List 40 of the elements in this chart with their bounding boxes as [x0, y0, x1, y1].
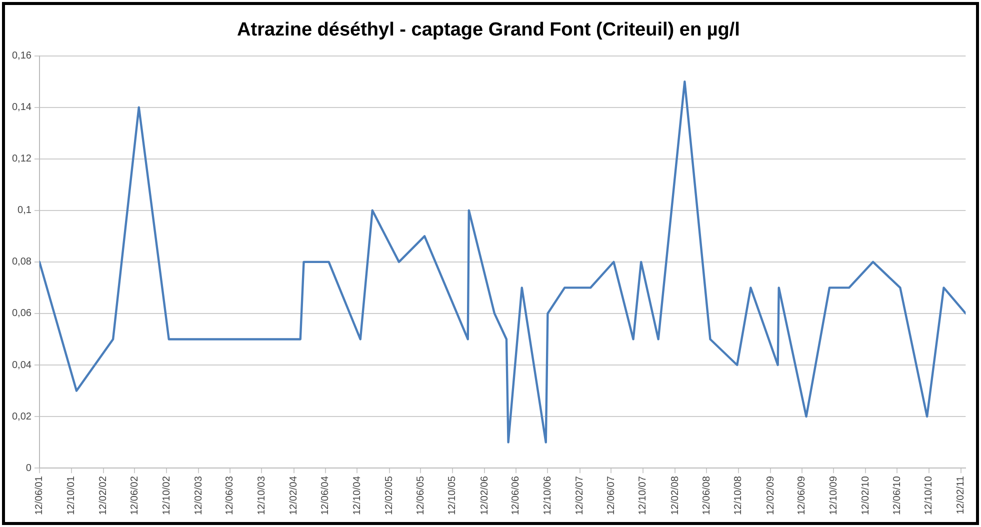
x-tick-label: 12/02/11	[956, 476, 967, 514]
x-tick-label: 12/06/06	[510, 476, 522, 516]
x-tick-label: 12/06/10	[892, 476, 903, 516]
x-tick-label: 12/02/09	[765, 476, 776, 516]
x-tick-label: 12/06/01	[34, 476, 46, 516]
y-tick-label: 0	[26, 462, 32, 474]
x-tick-label: 12/10/05	[447, 476, 458, 516]
x-tick-label: 12/02/03	[193, 476, 204, 516]
x-tick-label: 12/06/09	[796, 476, 808, 516]
x-tick-label: 12/10/07	[638, 476, 649, 516]
x-tick-label: 12/02/05	[384, 476, 396, 516]
y-tick-label: 0,08	[12, 256, 32, 268]
chart-title: Atrazine déséthyl - captage Grand Font (Criteuil) en µg/l	[237, 20, 740, 41]
x-tick-label: 12/06/03	[224, 476, 236, 516]
y-tick-label: 0,02	[12, 411, 32, 422]
x-tick-label: 12/02/07	[574, 476, 586, 516]
y-tick-label: 0,16	[12, 50, 32, 62]
y-tick-label: 0,04	[12, 360, 32, 371]
y-tick-label: 0,12	[12, 154, 32, 165]
x-tick-label: 12/02/04	[288, 476, 300, 516]
x-tick-label: 12/10/01	[66, 476, 78, 516]
x-tick-label: 12/10/04	[352, 476, 363, 516]
x-tick-label: 12/02/10	[860, 476, 872, 516]
x-tick-label: 12/06/07	[606, 476, 617, 516]
y-tick-label: 0,14	[12, 102, 32, 114]
x-tick-label: 12/06/05	[415, 476, 426, 516]
x-tick-label: 12/10/10	[924, 476, 935, 516]
x-tick-label: 12/10/08	[733, 476, 744, 516]
x-tick-label: 12/06/04	[320, 476, 332, 516]
x-tick-label: 12/06/02	[129, 476, 140, 516]
x-tick-label: 12/02/02	[98, 476, 110, 516]
x-tick-label: 12/02/08	[670, 476, 681, 516]
x-tick-label: 12/10/06	[542, 476, 554, 516]
x-tick-label: 12/10/09	[828, 476, 840, 516]
x-tick-label: 12/02/06	[479, 476, 490, 516]
x-tick-label: 12/10/02	[161, 476, 172, 516]
x-tick-label: 12/10/03	[256, 476, 268, 516]
y-tick-label: 0,1	[18, 205, 32, 216]
x-tick-label: 12/06/08	[701, 476, 712, 516]
y-tick-label: 0,06	[12, 308, 32, 320]
